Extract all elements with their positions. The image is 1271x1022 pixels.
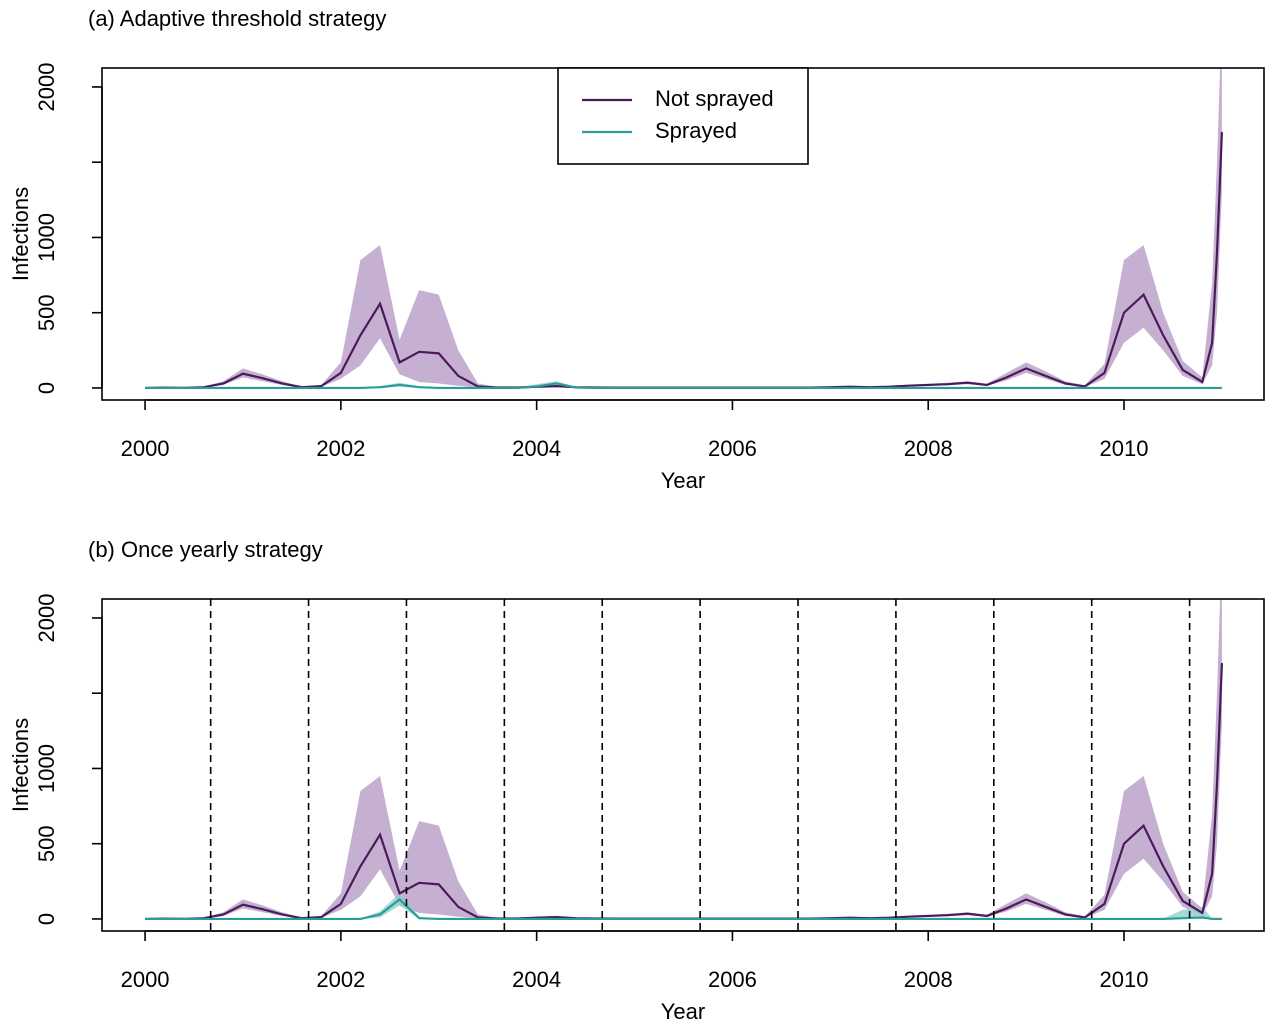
x-tick-label: 2006 bbox=[708, 436, 757, 461]
x-tick-label: 2008 bbox=[904, 967, 953, 992]
y-tick-label: 500 bbox=[34, 825, 59, 862]
y-tick-label: 1000 bbox=[34, 744, 59, 793]
legend: Not sprayed Sprayed bbox=[557, 67, 809, 165]
y-tick-label: 1000 bbox=[34, 213, 59, 262]
plot-area bbox=[145, 68, 1224, 390]
y-tick-label: 500 bbox=[34, 294, 59, 331]
y-axis-label: Infections bbox=[8, 187, 33, 281]
x-tick-label: 2008 bbox=[904, 436, 953, 461]
y-axis-label: Infections bbox=[8, 718, 33, 812]
plot-box bbox=[101, 598, 1265, 932]
y-tick-label: 0 bbox=[34, 913, 59, 925]
legend-label: Sprayed bbox=[655, 118, 737, 143]
x-tick-label: 2002 bbox=[316, 436, 365, 461]
legend-label: Not sprayed bbox=[655, 86, 774, 111]
series-line bbox=[145, 897, 1222, 921]
y-tick-label: 2000 bbox=[34, 62, 59, 111]
confidence-band bbox=[145, 893, 1222, 919]
panel-title: (a) Adaptive threshold strategy bbox=[88, 6, 386, 31]
series-line bbox=[145, 663, 1224, 921]
confidence-band bbox=[145, 68, 1222, 388]
confidence-band bbox=[145, 599, 1222, 919]
series-line bbox=[145, 382, 1222, 390]
y-tick-label: 2000 bbox=[34, 593, 59, 642]
plot-area bbox=[145, 599, 1224, 921]
x-tick-label: 2002 bbox=[316, 967, 365, 992]
x-tick-label: 2010 bbox=[1100, 436, 1149, 461]
panel-title: (b) Once yearly strategy bbox=[88, 537, 323, 562]
x-tick-label: 2004 bbox=[512, 436, 561, 461]
x-tick-label: 2010 bbox=[1100, 967, 1149, 992]
legend-box bbox=[557, 67, 809, 165]
x-tick-label: 2004 bbox=[512, 967, 561, 992]
x-tick-label: 2000 bbox=[121, 967, 170, 992]
x-axis-label: Year bbox=[661, 999, 705, 1022]
x-axis-label: Year bbox=[661, 468, 705, 493]
x-tick-label: 2006 bbox=[708, 967, 757, 992]
series-line bbox=[145, 132, 1224, 390]
x-tick-label: 2000 bbox=[121, 436, 170, 461]
y-tick-label: 0 bbox=[34, 382, 59, 394]
